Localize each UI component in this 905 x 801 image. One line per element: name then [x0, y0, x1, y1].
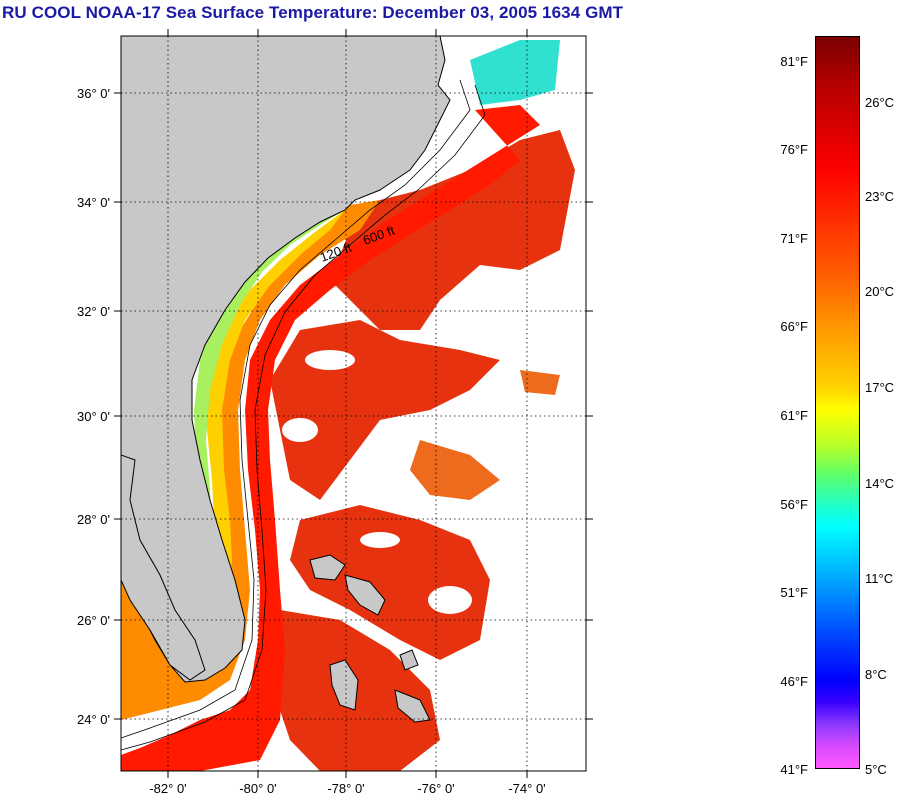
- map-title: RU COOL NOAA-17 Sea Surface Temperature:…: [2, 3, 624, 22]
- temperature-colorbar: [815, 36, 860, 769]
- cb-c-11: 11°C: [865, 571, 894, 586]
- cb-c-17: 17°C: [865, 380, 895, 395]
- lat-label-26: 26° 0': [77, 613, 110, 628]
- cb-f-66: 66°F: [780, 319, 808, 334]
- cb-f-81: 81°F: [780, 54, 808, 69]
- cb-f-61: 61°F: [780, 408, 808, 423]
- cb-f-76: 76°F: [780, 142, 808, 157]
- lat-label-24: 24° 0': [77, 712, 110, 727]
- hatteras-cold-water: [470, 40, 560, 105]
- graticule: [121, 36, 586, 771]
- cb-c-20: 20°C: [865, 284, 895, 299]
- lon-label-80: -80° 0': [239, 781, 276, 796]
- bahamas-islands: [309, 554, 431, 723]
- lon-label-76: -76° 0': [417, 781, 454, 796]
- gulf-stream: [121, 105, 540, 771]
- cb-f-56: 56°F: [780, 497, 808, 512]
- isobath-lines: [121, 79, 486, 751]
- cb-f-41: 41°F: [780, 762, 808, 777]
- florida-gulf-land: [121, 454, 206, 681]
- axis-ticks: [114, 29, 593, 778]
- cb-c-14: 14°C: [865, 476, 895, 491]
- us-landmass: [121, 36, 451, 683]
- cb-c-8: 8°C: [865, 667, 887, 682]
- shelf-warm-water: [121, 200, 380, 720]
- lon-label-74: -74° 0': [508, 781, 545, 796]
- lat-label-30: 30° 0': [77, 409, 110, 424]
- map-frame: [120, 35, 587, 772]
- cloud-gaps: [282, 350, 472, 614]
- cb-c-26: 26°C: [865, 95, 895, 110]
- lat-label-34: 34° 0': [77, 195, 110, 210]
- lon-label-82: -82° 0': [149, 781, 186, 796]
- lat-label-28: 28° 0': [77, 512, 110, 527]
- lon-label-78: -78° 0': [327, 781, 364, 796]
- cb-c-23: 23°C: [865, 189, 895, 204]
- cb-f-71: 71°F: [780, 231, 808, 246]
- cb-c-5: 5°C: [865, 762, 887, 777]
- cb-f-46: 46°F: [780, 674, 808, 689]
- cb-f-51: 51°F: [780, 585, 808, 600]
- lat-label-32: 32° 0': [77, 304, 110, 319]
- lat-label-36: 36° 0': [77, 86, 110, 101]
